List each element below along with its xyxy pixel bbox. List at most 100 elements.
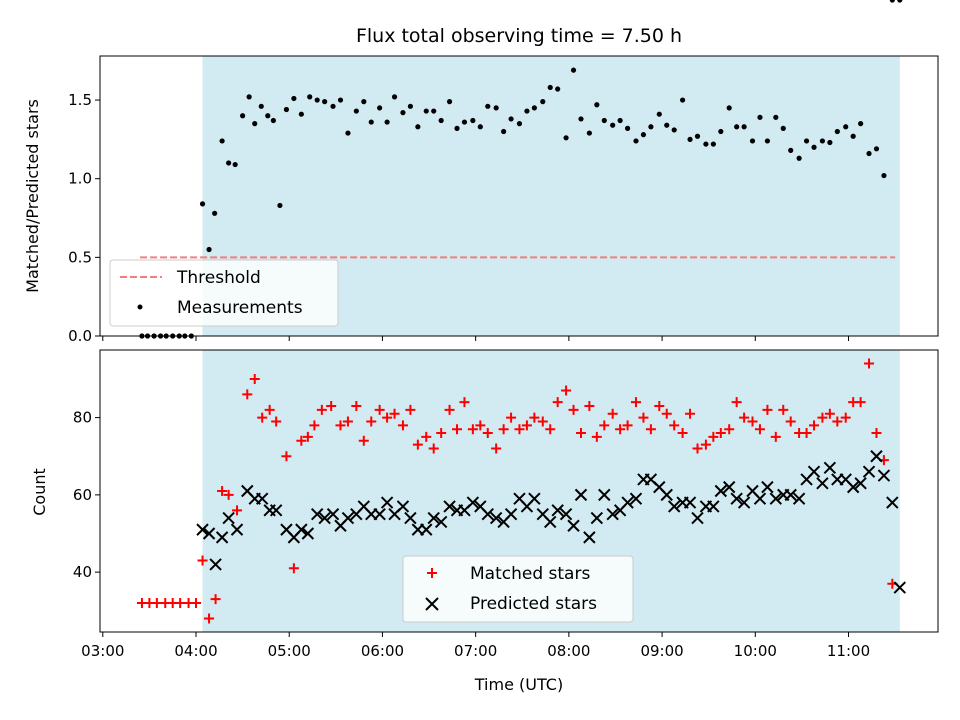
- measurement-point: [843, 124, 849, 130]
- measurement-point: [726, 105, 732, 111]
- measurement-point: [446, 99, 453, 105]
- measurement-point: [664, 122, 670, 128]
- matched-star-point: [197, 555, 208, 566]
- matched-star-point: [514, 424, 525, 435]
- predicted-star-point: [846, 480, 860, 494]
- predicted-star-point: [598, 488, 611, 502]
- measurement-point: [640, 132, 647, 138]
- predicted-star-point: [567, 519, 580, 532]
- matched-star-point: [223, 489, 234, 500]
- measurement-point: [199, 201, 206, 207]
- matched-star-point: [296, 435, 307, 446]
- matched-star-point: [326, 401, 337, 412]
- predicted-legend-label: Predicted stars: [470, 594, 597, 614]
- matched-star-point: [271, 416, 282, 427]
- measurement-point: [555, 86, 561, 92]
- matched-star-point: [552, 397, 563, 408]
- matched-star-point: [622, 420, 633, 431]
- measurement-point: [454, 125, 460, 131]
- measurement-point: [780, 125, 786, 131]
- measurement-point: [578, 116, 584, 122]
- measurement-point: [586, 130, 592, 136]
- measurement-point: [656, 111, 662, 117]
- matched-star-point: [351, 401, 362, 412]
- matched-star-point: [335, 420, 346, 431]
- measurement-point: [757, 114, 763, 120]
- measurement-point: [601, 117, 607, 124]
- predicted-star-point: [209, 558, 222, 571]
- matched-star-point: [249, 373, 260, 384]
- predicted-star-point: [761, 480, 774, 494]
- measurement-point: [633, 138, 639, 144]
- x-tick-label: 10:00: [734, 642, 777, 660]
- measurement-point: [322, 99, 328, 105]
- predicted-star-point: [295, 523, 308, 536]
- predicted-star-point: [621, 496, 634, 509]
- matched-star-point: [428, 443, 439, 454]
- matched-star-point: [661, 408, 672, 419]
- measurement-point: [563, 135, 569, 141]
- measurement-point: [298, 111, 304, 117]
- matched-star-point: [685, 408, 696, 419]
- matched-star-point: [545, 424, 556, 435]
- count-axes-frame: [99, 349, 939, 633]
- measurement-point: [508, 116, 514, 122]
- matched-star-point: [475, 420, 486, 431]
- matched-star-point: [175, 598, 186, 609]
- predicted-star-point: [870, 450, 883, 463]
- predicted-star-point: [489, 511, 503, 525]
- measurement-point: [226, 160, 232, 166]
- measurement-point: [337, 97, 344, 103]
- predicted-star-point: [792, 492, 806, 505]
- measurement-point: [803, 138, 810, 144]
- matched-star-point: [204, 613, 215, 624]
- matched-star-point: [785, 416, 796, 427]
- measurement-point: [749, 138, 756, 144]
- ratio-axes-frame: [99, 55, 939, 337]
- ratio-y-axis-label: Matched/Predicted stars: [23, 99, 42, 293]
- measurement-point: [438, 117, 444, 124]
- matched-star-point: [467, 424, 478, 435]
- count-panel: 40 60 80 03:00 04:00 05:00 06:00 07:00 08:00 09:…: [30, 349, 939, 694]
- matched-star-point: [739, 412, 750, 423]
- predicted-star-point: [528, 492, 541, 505]
- measurement-point: [648, 124, 654, 130]
- predicted-star-point: [443, 500, 456, 513]
- y-tick-label: 40: [73, 563, 92, 581]
- measurement-point: [377, 105, 383, 111]
- matched-star-point: [731, 397, 742, 408]
- matched-star-point: [151, 598, 162, 609]
- predicted-star-point: [590, 511, 604, 525]
- measurement-point: [873, 146, 880, 152]
- measurement-point: [219, 138, 225, 144]
- predicted-star-point: [691, 511, 704, 525]
- matched-star-point: [281, 451, 292, 462]
- measurement-point: [734, 124, 740, 130]
- matched-star-point: [747, 416, 758, 427]
- measurement-point: [345, 130, 351, 136]
- measurement-point: [330, 103, 336, 109]
- measurement-point: [624, 125, 631, 131]
- measurement-point: [391, 94, 398, 100]
- measurement-point: [461, 119, 468, 125]
- matched-star-point: [638, 412, 649, 423]
- matched-star-point: [421, 431, 432, 442]
- measurement-point: [679, 97, 686, 103]
- measurement-point: [307, 94, 313, 100]
- predicted-star-point: [301, 527, 315, 540]
- matched-star-point: [715, 428, 726, 439]
- y-tick-label: 1.5: [68, 91, 92, 109]
- matched-star-point: [561, 385, 572, 396]
- matched-star-point: [316, 404, 327, 415]
- y-tick-label: 60: [73, 486, 92, 504]
- matched-star-point: [801, 428, 812, 439]
- predicted-star-point: [877, 469, 891, 482]
- matched-star-point: [864, 358, 875, 369]
- measurement-point: [485, 103, 491, 109]
- predicted-star-point: [667, 500, 681, 513]
- measurement-point: [796, 155, 802, 161]
- matched-star-point: [302, 431, 313, 442]
- threshold-legend-label: Threshold: [176, 268, 261, 288]
- predicted-star-point: [683, 496, 697, 509]
